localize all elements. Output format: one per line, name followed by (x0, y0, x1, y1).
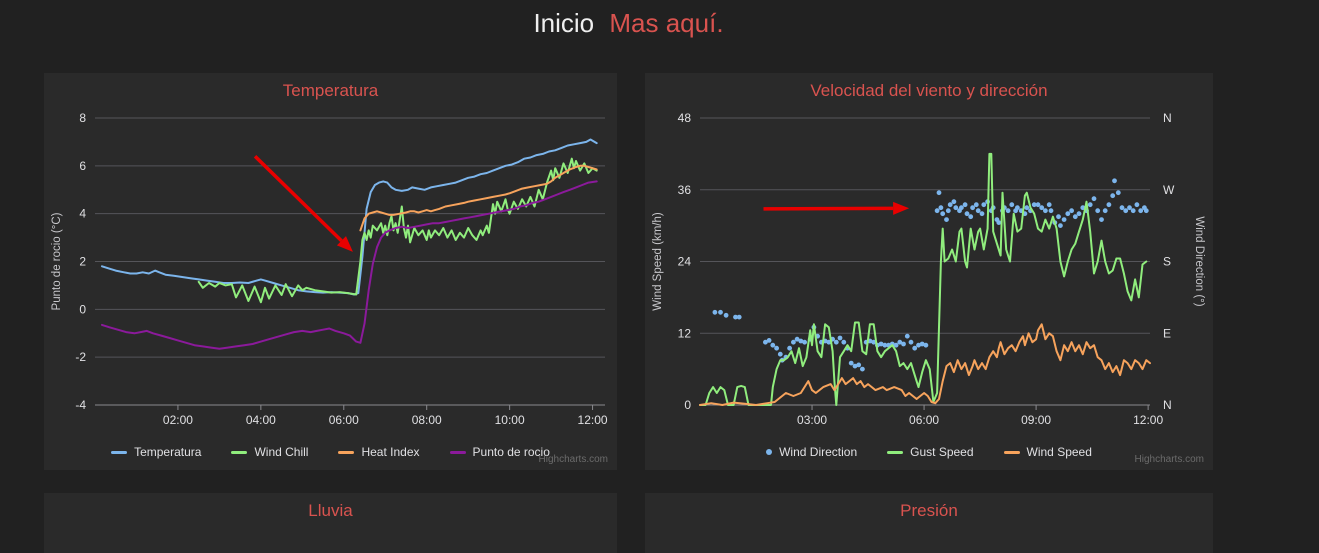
x-tick-label: 04:00 (246, 413, 276, 427)
x-tick-label: 09:00 (1021, 413, 1051, 427)
x-tick-label: 12:00 (1133, 413, 1163, 427)
highcharts-credit[interactable]: Highcharts.com (538, 454, 608, 465)
y-tick-label: -4 (75, 398, 86, 412)
axis-labels: 48 36 24 12 0 N W S E N 03:00 06:00 09:00 12:00 (678, 111, 1175, 427)
page-title: Inicio (533, 8, 595, 38)
legend-item-temperatura[interactable]: Temperatura (111, 445, 201, 459)
y-tick-label: 48 (678, 111, 692, 125)
legend-label: Temperatura (134, 445, 202, 459)
legend-marker (766, 449, 773, 455)
highcharts-credit[interactable]: Highcharts.com (1134, 454, 1204, 465)
y2-tick-label: N (1163, 111, 1172, 125)
y-tick-label: 6 (79, 159, 86, 173)
series-wind-chill[interactable] (197, 157, 598, 304)
legend-label: Gust Speed (910, 445, 974, 459)
y2-tick-label: E (1163, 326, 1171, 340)
viento-chart[interactable]: 48 36 24 12 0 N W S E N 03:00 06:00 09:00 12:00 Wind S… (645, 73, 1213, 470)
series-gust-speed[interactable] (699, 152, 1148, 406)
y-tick-label: 2 (79, 255, 86, 269)
chart-panel-lluvia: Lluvia (44, 493, 617, 553)
y2-tick-label: N (1163, 398, 1172, 412)
legend-item-punto-de-rocio[interactable]: Punto de rocio (449, 445, 550, 459)
legend-item-wind-speed[interactable]: Wind Speed (1003, 445, 1092, 459)
y-tick-label: 0 (79, 302, 86, 316)
legend-marker (111, 450, 128, 454)
y-tick-label: 0 (684, 398, 691, 412)
gridlines (95, 117, 605, 410)
y-tick-label: -2 (75, 350, 86, 364)
legend-item-wind-chill[interactable]: Wind Chill (231, 445, 308, 459)
gridlines (700, 117, 1150, 410)
legend-label: Wind Direction (779, 445, 858, 459)
legend-label: Wind Chill (254, 445, 309, 459)
chart-title-lluvia: Lluvia (308, 501, 353, 520)
x-tick-label: 12:00 (578, 413, 608, 427)
temperatura-chart[interactable]: 8 6 4 2 0 -2 -4 02:00 04:00 06:00 08:00 10:00 12:00 P… (44, 73, 617, 470)
y-tick-label: 12 (678, 326, 692, 340)
series-wind-speed[interactable] (699, 323, 1151, 406)
page-header: Inicio Mas aquí. (44, 0, 1213, 50)
x-tick-label: 03:00 (797, 413, 827, 427)
y2-tick-label: W (1163, 183, 1175, 197)
y-tick-label: 8 (79, 111, 86, 125)
x-tick-label: 06:00 (909, 413, 939, 427)
x-tick-label: 06:00 (329, 413, 359, 427)
legend-label: Wind Speed (1026, 445, 1092, 459)
annotation-arrow (253, 155, 353, 252)
y-tick-label: 36 (678, 183, 692, 197)
legend-marker (449, 450, 466, 454)
mas-aqui-link[interactable]: Mas aquí. (609, 8, 724, 38)
legend-item-wind-direction[interactable]: Wind Direction (766, 445, 857, 459)
y-tick-label: 4 (79, 207, 86, 221)
axis-labels: 8 6 4 2 0 -2 -4 02:00 04:00 06:00 08:00 10:00 12:00 (75, 111, 608, 427)
y2-tick-label: S (1163, 255, 1171, 269)
legend-marker (338, 450, 355, 454)
legend-marker (231, 450, 248, 454)
y-axis-title: Punto de rocio (°C) (51, 212, 63, 310)
legend-label: Heat Index (361, 445, 420, 459)
series-wind-direction[interactable] (712, 178, 1149, 372)
x-tick-label: 08:00 (412, 413, 442, 427)
chart-panel-presion: Presión (645, 493, 1213, 553)
chart-panel-viento: 48 36 24 12 0 N W S E N 03:00 06:00 09:00 12:00 Wind S… (645, 73, 1213, 470)
series-punto-de-rocio[interactable] (101, 180, 598, 350)
chart-title-presion: Presión (900, 501, 958, 520)
viento-legend: Wind Direction Gust Speed Wind Speed (645, 445, 1213, 459)
chart-panel-temperatura: 8 6 4 2 0 -2 -4 02:00 04:00 06:00 08:00 10:00 12:00 P… (44, 73, 617, 470)
legend-marker (1003, 450, 1020, 454)
annotation-arrow (763, 201, 910, 215)
legend-marker (887, 450, 904, 454)
y-axis-title: Wind Speed (km/h) (652, 212, 664, 311)
y-tick-label: 24 (678, 255, 692, 269)
legend-item-heat-index[interactable]: Heat Index (338, 445, 420, 459)
x-tick-label: 10:00 (495, 413, 525, 427)
y2-axis-title: Wind Direction (°) (1193, 216, 1205, 306)
chart-title-temperatura: Temperatura (282, 81, 379, 100)
dashboard-page: { "page": { "title_main": "Inicio", "tit… (44, 0, 1213, 520)
x-tick-label: 02:00 (163, 413, 193, 427)
temperatura-legend: Temperatura Wind Chill Heat Index Punto de … (44, 445, 617, 459)
chart-title-viento: Velocidad del viento y dirección (810, 81, 1048, 100)
legend-item-gust-speed[interactable]: Gust Speed (887, 445, 974, 459)
legend-label: Punto de rocio (472, 445, 550, 459)
series-heat-index[interactable] (359, 164, 598, 232)
series-temperatura[interactable] (101, 138, 598, 296)
